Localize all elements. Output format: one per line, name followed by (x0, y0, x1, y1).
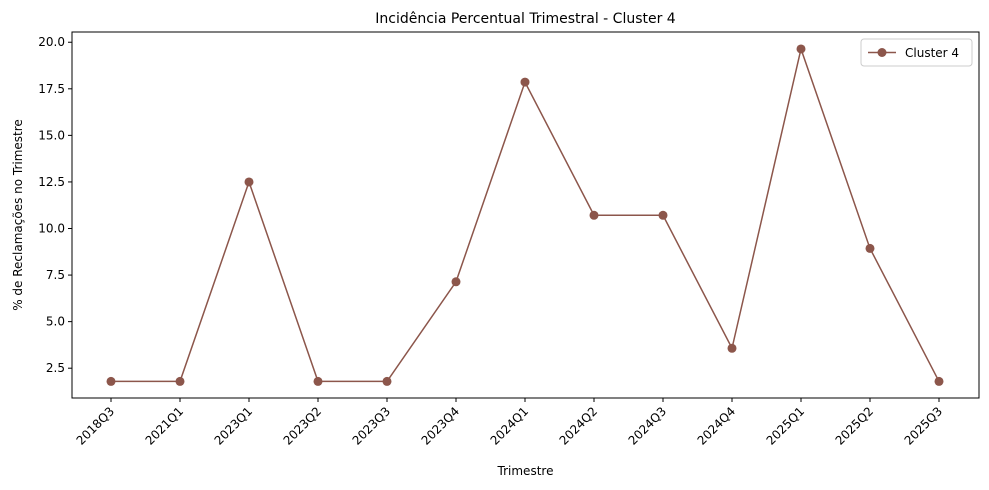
y-tick-label: 5.0 (46, 315, 65, 329)
x-tick-label: 2023Q1 (212, 404, 256, 448)
data-point (382, 376, 392, 386)
x-tick-label: 2023Q2 (281, 404, 325, 448)
data-point (244, 177, 254, 187)
y-tick-label: 17.5 (38, 82, 65, 96)
x-tick-label: 2024Q2 (557, 404, 601, 448)
series-line (111, 46, 940, 383)
y-tick-label: 10.0 (38, 222, 65, 236)
data-point (520, 77, 530, 87)
legend-box (860, 38, 973, 67)
data-point (727, 343, 737, 353)
data-point (106, 376, 116, 386)
plot-area (71, 31, 980, 399)
y-tick-label: 20.0 (38, 35, 65, 49)
data-point (934, 376, 944, 386)
y-tick-label: 7.5 (46, 268, 65, 282)
x-tick-label: 2024Q1 (488, 404, 532, 448)
data-point (589, 210, 599, 220)
legend: Cluster 4 (860, 38, 973, 67)
x-tick-label: 2023Q3 (350, 404, 394, 448)
x-tick-label: 2023Q4 (419, 404, 463, 448)
y-axis: 2.5 5.0 7.5 10.0 12.5 15.0 17.5 20.0 (38, 35, 72, 375)
x-tick-label: 2025Q3 (902, 404, 946, 448)
x-tick-label: 2021Q1 (143, 404, 187, 448)
x-axis-label: Trimestre (497, 464, 554, 478)
y-tick-label: 15.0 (38, 128, 65, 142)
y-tick-label: 12.5 (38, 175, 65, 189)
legend-label: Cluster 4 (905, 46, 959, 60)
data-point (796, 44, 806, 54)
data-point (451, 277, 461, 287)
chart-title: Incidência Percentual Trimestral - Clust… (375, 11, 676, 27)
data-point (865, 243, 875, 253)
x-tick-label: 2024Q3 (626, 404, 670, 448)
y-axis-label: % de Reclamações no Trimestre (11, 119, 25, 311)
x-axis: 2018Q3 2021Q1 2023Q1 2023Q2 2023Q3 2023Q4 2024… (74, 398, 946, 448)
y-tick-label: 2.5 (46, 361, 65, 375)
x-tick-label: 2018Q3 (74, 404, 118, 448)
x-tick-label: 2024Q4 (695, 404, 739, 448)
legend-marker (877, 48, 887, 57)
x-tick-label: 2025Q2 (833, 404, 877, 448)
data-point (175, 376, 185, 386)
data-point (313, 376, 323, 386)
series-layer (106, 44, 944, 386)
data-point (658, 210, 668, 220)
x-tick-label: 2025Q1 (764, 404, 808, 448)
